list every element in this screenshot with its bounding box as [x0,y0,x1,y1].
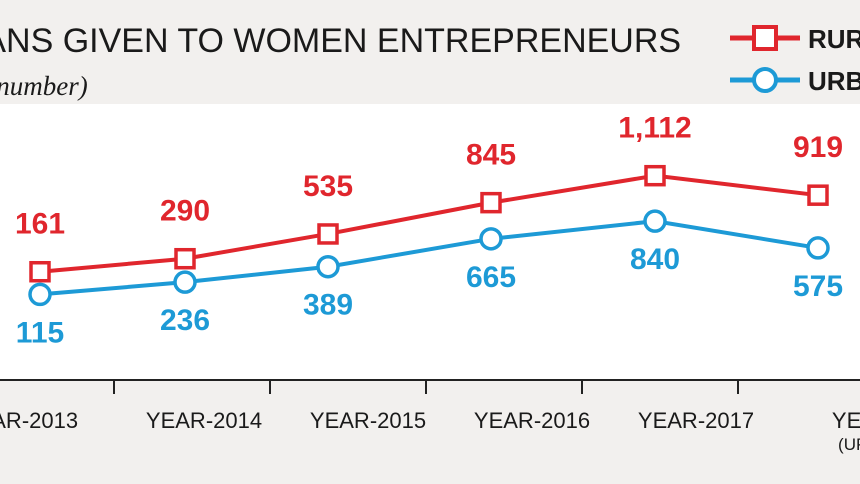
data-point-rural [317,223,339,245]
data-labels: 161 290 535 845 1,112 919 115 236 389 665 840 575 [15,112,843,350]
data-label-urban: 665 [466,261,516,294]
series-line-rural [39,173,819,274]
data-label-rural: 161 [15,208,65,241]
legend-label-urban: URBAN [808,66,860,96]
data-label-urban: 236 [160,304,210,337]
x-axis-labels: YEAR-2013 YEAR-2014 YEAR-2015 YEAR-2016 YEAR… [0,408,860,454]
x-tick-label: YEAR-2013 [0,408,78,433]
data-point-urban [479,227,503,251]
data-point-urban [643,209,667,233]
data-label-urban: 389 [303,289,353,322]
legend-item-urban: URBAN [730,66,860,96]
data-label-urban: 840 [630,243,680,276]
x-tick-label: YEAR-2016 [474,408,590,433]
data-label-rural: 919 [793,131,843,164]
data-point-rural [644,164,666,187]
legend: RURAL URBAN [730,24,860,96]
x-tick-label: YEAR-2017 [638,408,754,433]
x-axis-ticks [113,380,739,394]
legend-marker-urban [752,67,778,93]
header-band [0,0,860,104]
data-label-rural: 535 [303,170,353,203]
data-label-rural: 290 [160,195,210,228]
x-tick-label: YEAR-2018 [832,408,860,433]
x-tick-note: (UP TO NOV) [838,435,860,454]
chart-subtitle: (In number) [0,71,88,101]
data-point-urban [806,236,830,260]
data-point-urban [316,254,340,279]
data-point-rural [29,260,51,283]
legend-label-rural: RURAL [808,24,860,54]
legend-marker-rural [752,25,778,51]
chart-title: LOANS GIVEN TO WOMEN ENTREPRENEURS [0,22,681,60]
plot-area [0,104,860,380]
series-line-urban [39,219,819,297]
data-point-rural [807,184,829,206]
data-label-rural: 845 [466,139,516,172]
data-label-urban: 575 [793,270,843,303]
data-point-rural [174,247,196,270]
series-layer [28,164,830,307]
x-tick-label: YEAR-2015 [310,408,426,433]
data-point-urban [173,270,197,294]
data-point-rural [480,191,502,214]
legend-item-rural: RURAL [730,24,860,54]
x-tick-label: YEAR-2014 [146,408,262,433]
data-point-urban [28,282,52,307]
data-label-rural: 1,112 [618,112,691,145]
data-label-urban: 115 [16,316,64,349]
